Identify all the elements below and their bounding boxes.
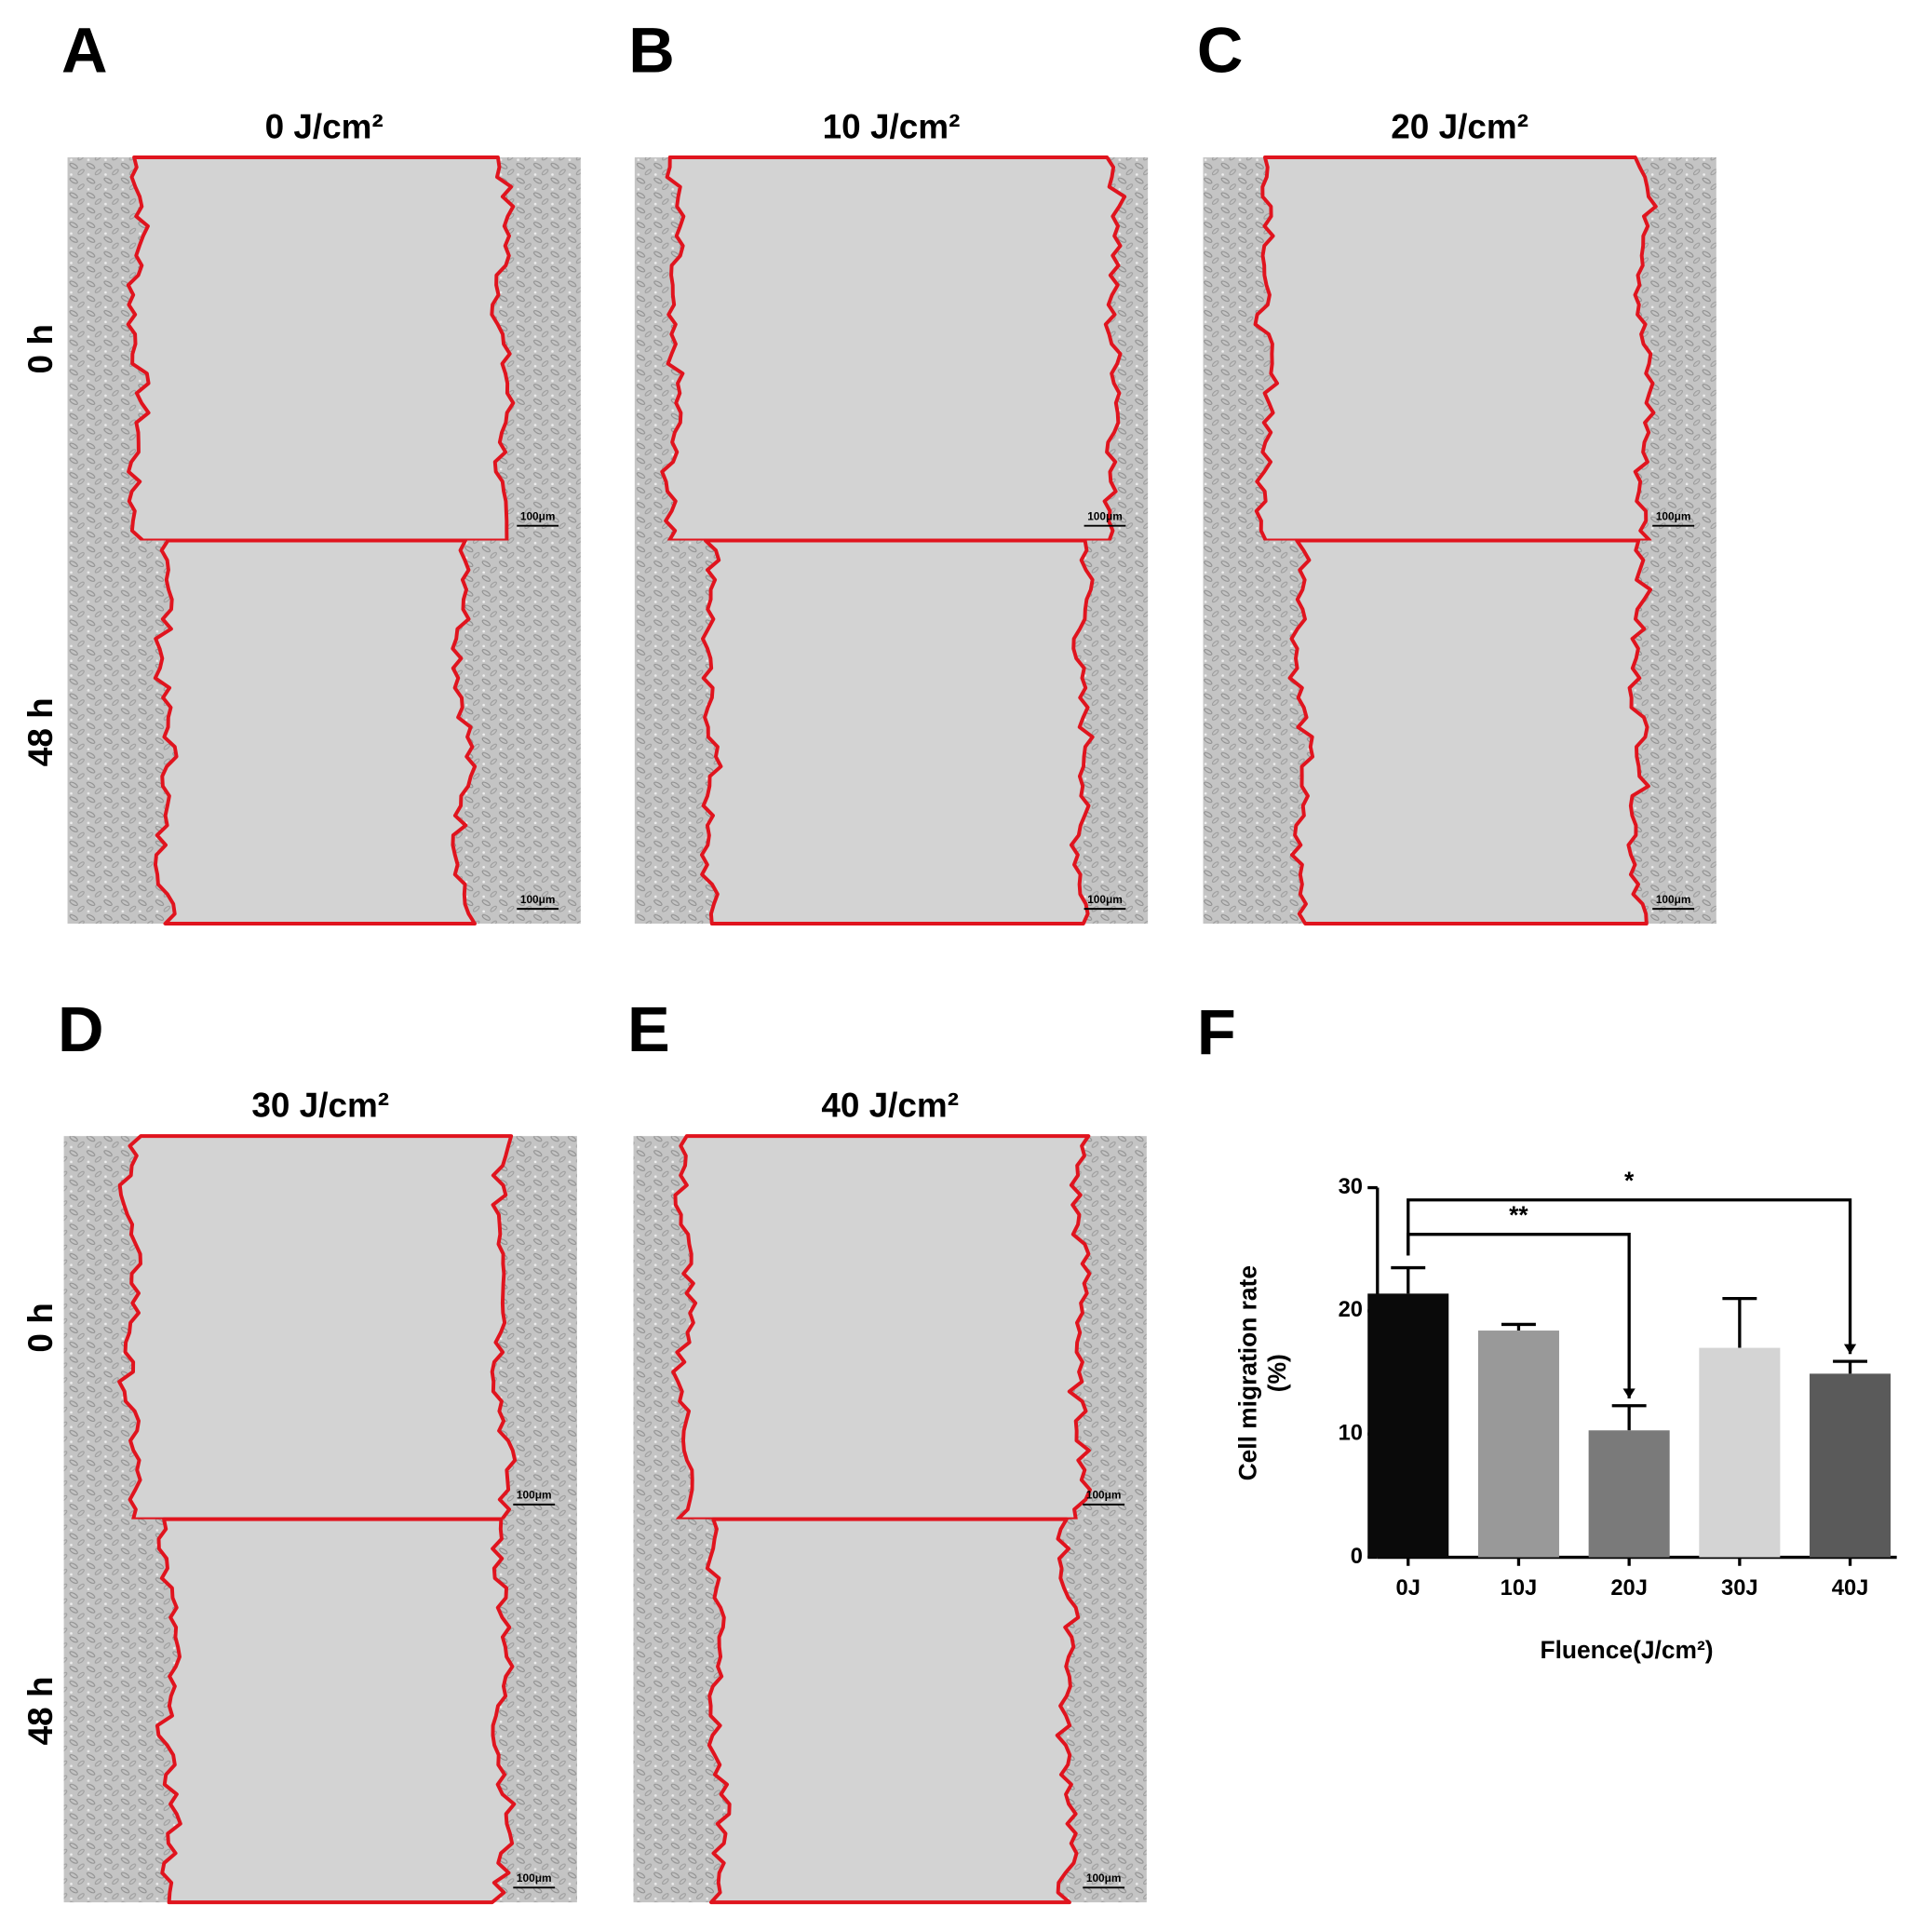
y-tick-label: 0: [1351, 1545, 1363, 1569]
panel-letter: D: [58, 993, 104, 1065]
scale-bar-label: 100μm: [1656, 510, 1691, 523]
scale-bar-label: 100μm: [517, 1871, 552, 1885]
x-tick-label: 0J: [1396, 1576, 1420, 1601]
wound-area: [1253, 155, 1658, 543]
panel-title: 20 J/cm²: [1391, 107, 1528, 145]
scale-bar-label: 100μm: [1086, 1489, 1122, 1502]
row-label: 0 h: [21, 324, 60, 373]
x-tick-label: 10J: [1501, 1576, 1538, 1601]
significance-label: **: [1509, 1201, 1528, 1229]
panel-letter: A: [61, 15, 108, 87]
wound-area: [126, 155, 516, 543]
wound-area: [1287, 538, 1653, 925]
y-tick-label: 30: [1339, 1175, 1363, 1199]
wound-area: [671, 1134, 1092, 1521]
scale-bar-label: 100μm: [520, 510, 556, 523]
y-axis-label: (%): [1263, 1354, 1291, 1392]
wound-area: [153, 538, 478, 925]
scale-bar-label: 100μm: [1087, 893, 1123, 906]
scale-bar-label: 100μm: [1087, 510, 1123, 523]
panel-title: 0 J/cm²: [265, 107, 384, 145]
panel-letter: E: [627, 993, 670, 1065]
y-tick-label: 20: [1339, 1298, 1363, 1322]
scale-bar-label: 100μm: [517, 1489, 552, 1502]
bar: [1367, 1293, 1449, 1558]
row-label: 48 h: [21, 1676, 60, 1745]
x-tick-label: 20J: [1610, 1576, 1648, 1601]
x-tick-label: 30J: [1721, 1576, 1758, 1601]
panel-letter: F: [1197, 997, 1236, 1069]
row-label: 48 h: [21, 697, 60, 766]
wound-area: [117, 1134, 518, 1521]
bar: [1810, 1373, 1891, 1558]
panel-title: 40 J/cm²: [821, 1087, 959, 1125]
bar: [1699, 1347, 1781, 1558]
significance-label: *: [1624, 1167, 1635, 1195]
scale-bar-label: 100μm: [1086, 1871, 1122, 1885]
wound-area: [660, 155, 1127, 543]
y-tick-label: 10: [1339, 1421, 1363, 1445]
bracket-arrow: [1843, 1344, 1857, 1355]
panel-letter: C: [1197, 15, 1244, 87]
row-label: 0 h: [21, 1303, 60, 1352]
significance-bracket: [1407, 1198, 1852, 1355]
wound-area: [699, 538, 1095, 925]
panel-title: 30 J/cm²: [251, 1087, 389, 1125]
bar: [1588, 1430, 1670, 1558]
wound-area: [155, 1517, 517, 1905]
bar: [1477, 1331, 1559, 1558]
x-axis-label: Fluence(J/cm²): [1540, 1636, 1713, 1664]
y-axis-label: Cell migration rate: [1234, 1265, 1262, 1480]
x-tick-label: 40J: [1832, 1576, 1869, 1601]
panel-letter: B: [628, 15, 675, 87]
scale-bar-label: 100μm: [520, 893, 556, 906]
panel-title: 10 J/cm²: [823, 107, 961, 145]
bracket-arrow: [1622, 1388, 1636, 1398]
scale-bar-label: 100μm: [1656, 893, 1691, 906]
wound-area: [705, 1517, 1081, 1905]
